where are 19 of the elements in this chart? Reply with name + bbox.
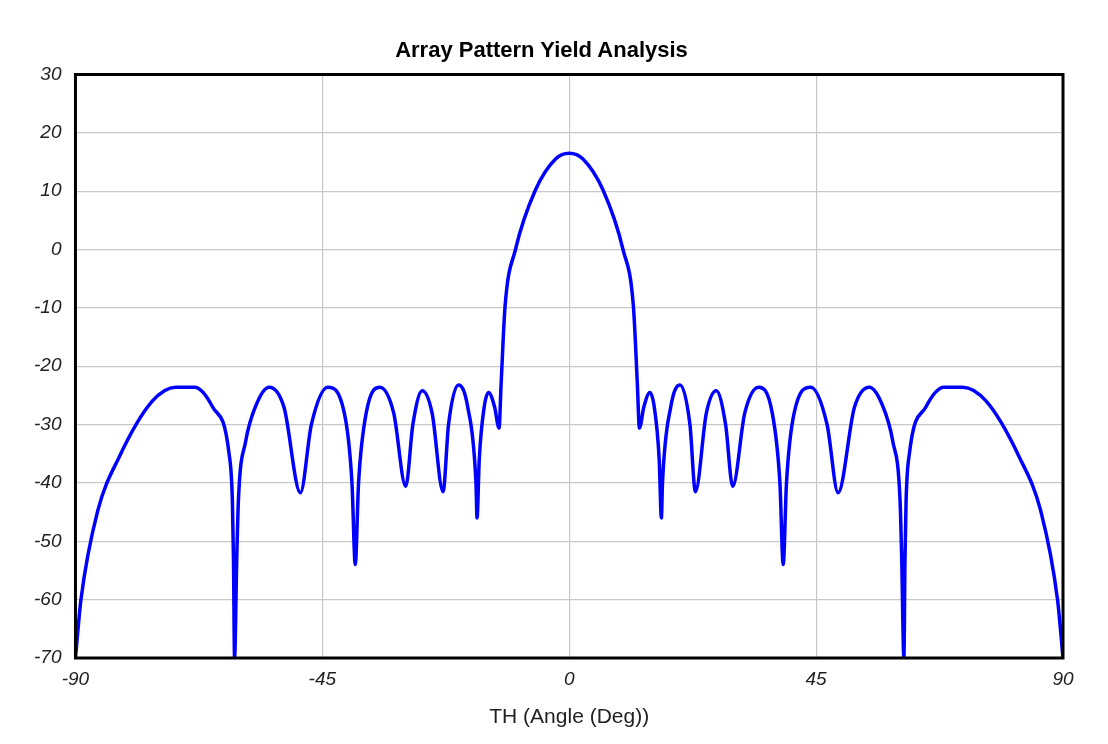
y-tick-label: 0 — [50, 237, 62, 259]
x-tick-label: 0 — [563, 667, 575, 689]
y-tick-label: -40 — [33, 471, 62, 493]
x-tick-label: -45 — [308, 667, 337, 689]
x-axis-title: TH (Angle (Deg)) — [489, 704, 650, 728]
y-tick-label: 20 — [39, 121, 62, 143]
x-tick-label: 45 — [805, 667, 828, 689]
x-tick-label: -90 — [61, 667, 90, 689]
y-tick-label: 10 — [40, 179, 62, 201]
y-tick-label: -70 — [33, 646, 62, 668]
y-tick-label: 30 — [40, 62, 62, 84]
y-tick-label: -60 — [33, 587, 62, 609]
y-tick-label: -30 — [33, 412, 62, 434]
y-tick-label: -20 — [33, 354, 62, 376]
y-tick-label: -10 — [33, 296, 62, 318]
chart-title: Array Pattern Yield Analysis — [395, 37, 688, 63]
line-series — [75, 151, 1063, 658]
x-tick-label: 90 — [1052, 667, 1074, 689]
y-tick-label: -50 — [33, 529, 62, 551]
